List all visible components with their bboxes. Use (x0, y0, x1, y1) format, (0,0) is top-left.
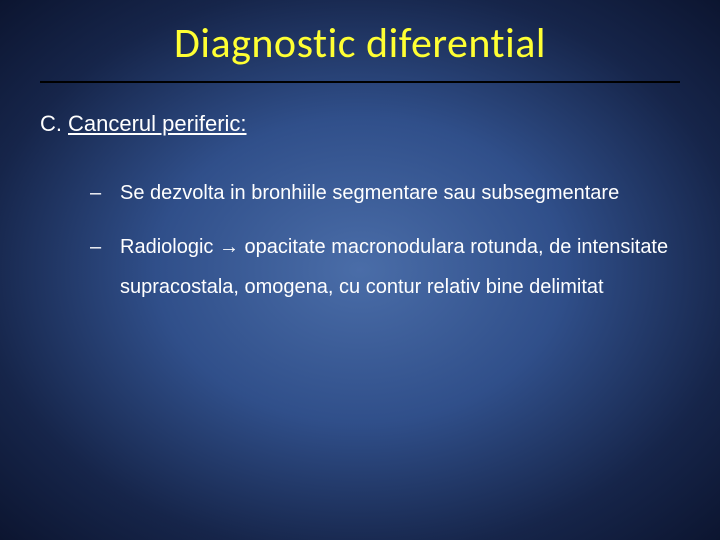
list-item: Radiologic → opacitate macronodulara rot… (90, 227, 680, 307)
title-divider (40, 81, 680, 83)
section-label-text: Cancerul periferic: (68, 111, 247, 136)
bullet-list: Se dezvolta in bronhiile segmentare sau … (40, 173, 680, 307)
slide-container: Diagnostic diferential C.Cancerul perife… (0, 0, 720, 540)
list-item: Se dezvolta in bronhiile segmentare sau … (90, 173, 680, 213)
section-letter: C. (40, 111, 62, 136)
section-heading: C.Cancerul periferic: (40, 111, 680, 137)
slide-title: Diagnostic diferential (40, 18, 680, 69)
